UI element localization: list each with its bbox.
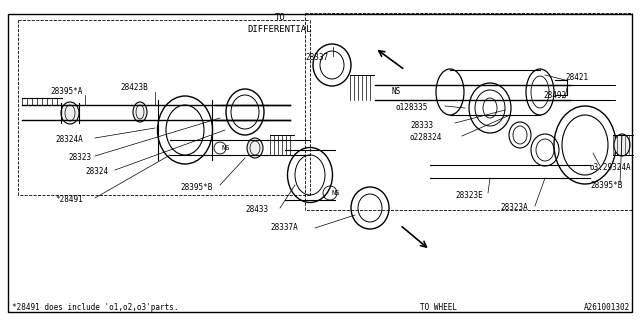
Text: 28323A: 28323A bbox=[500, 204, 528, 212]
Text: *28491 does include 'o1,o2,o3'parts.: *28491 does include 'o1,o2,o3'parts. bbox=[12, 303, 179, 313]
Text: o3.29324A: o3.29324A bbox=[590, 164, 632, 172]
Text: 28492: 28492 bbox=[543, 92, 566, 100]
Text: TO WHEEL: TO WHEEL bbox=[420, 303, 457, 313]
Text: 28423B: 28423B bbox=[120, 84, 148, 92]
Text: 28323E: 28323E bbox=[455, 190, 483, 199]
Text: 28433: 28433 bbox=[245, 205, 268, 214]
Ellipse shape bbox=[133, 102, 147, 122]
Text: 28395*B: 28395*B bbox=[180, 183, 212, 193]
Text: DIFFERENTIAL: DIFFERENTIAL bbox=[248, 26, 312, 35]
Text: TO: TO bbox=[275, 13, 285, 22]
Text: 28395*B: 28395*B bbox=[590, 180, 622, 189]
Text: *28491: *28491 bbox=[55, 196, 83, 204]
Text: 28323: 28323 bbox=[68, 154, 91, 163]
Text: 28337A: 28337A bbox=[270, 223, 298, 233]
Ellipse shape bbox=[247, 138, 263, 158]
Text: 28333: 28333 bbox=[410, 121, 433, 130]
Text: o228324: o228324 bbox=[410, 133, 442, 142]
Text: 28324A: 28324A bbox=[55, 135, 83, 145]
Text: NS: NS bbox=[392, 86, 401, 95]
Text: 28395*A: 28395*A bbox=[50, 87, 83, 97]
Text: 28421: 28421 bbox=[565, 74, 588, 83]
Text: o128335: o128335 bbox=[395, 103, 428, 113]
Text: A261001302: A261001302 bbox=[584, 303, 630, 313]
Text: 28324: 28324 bbox=[85, 167, 108, 177]
Text: 28337: 28337 bbox=[305, 53, 328, 62]
Ellipse shape bbox=[614, 134, 630, 156]
Text: NS: NS bbox=[222, 145, 230, 151]
Ellipse shape bbox=[61, 102, 79, 124]
Text: NS: NS bbox=[332, 190, 340, 196]
